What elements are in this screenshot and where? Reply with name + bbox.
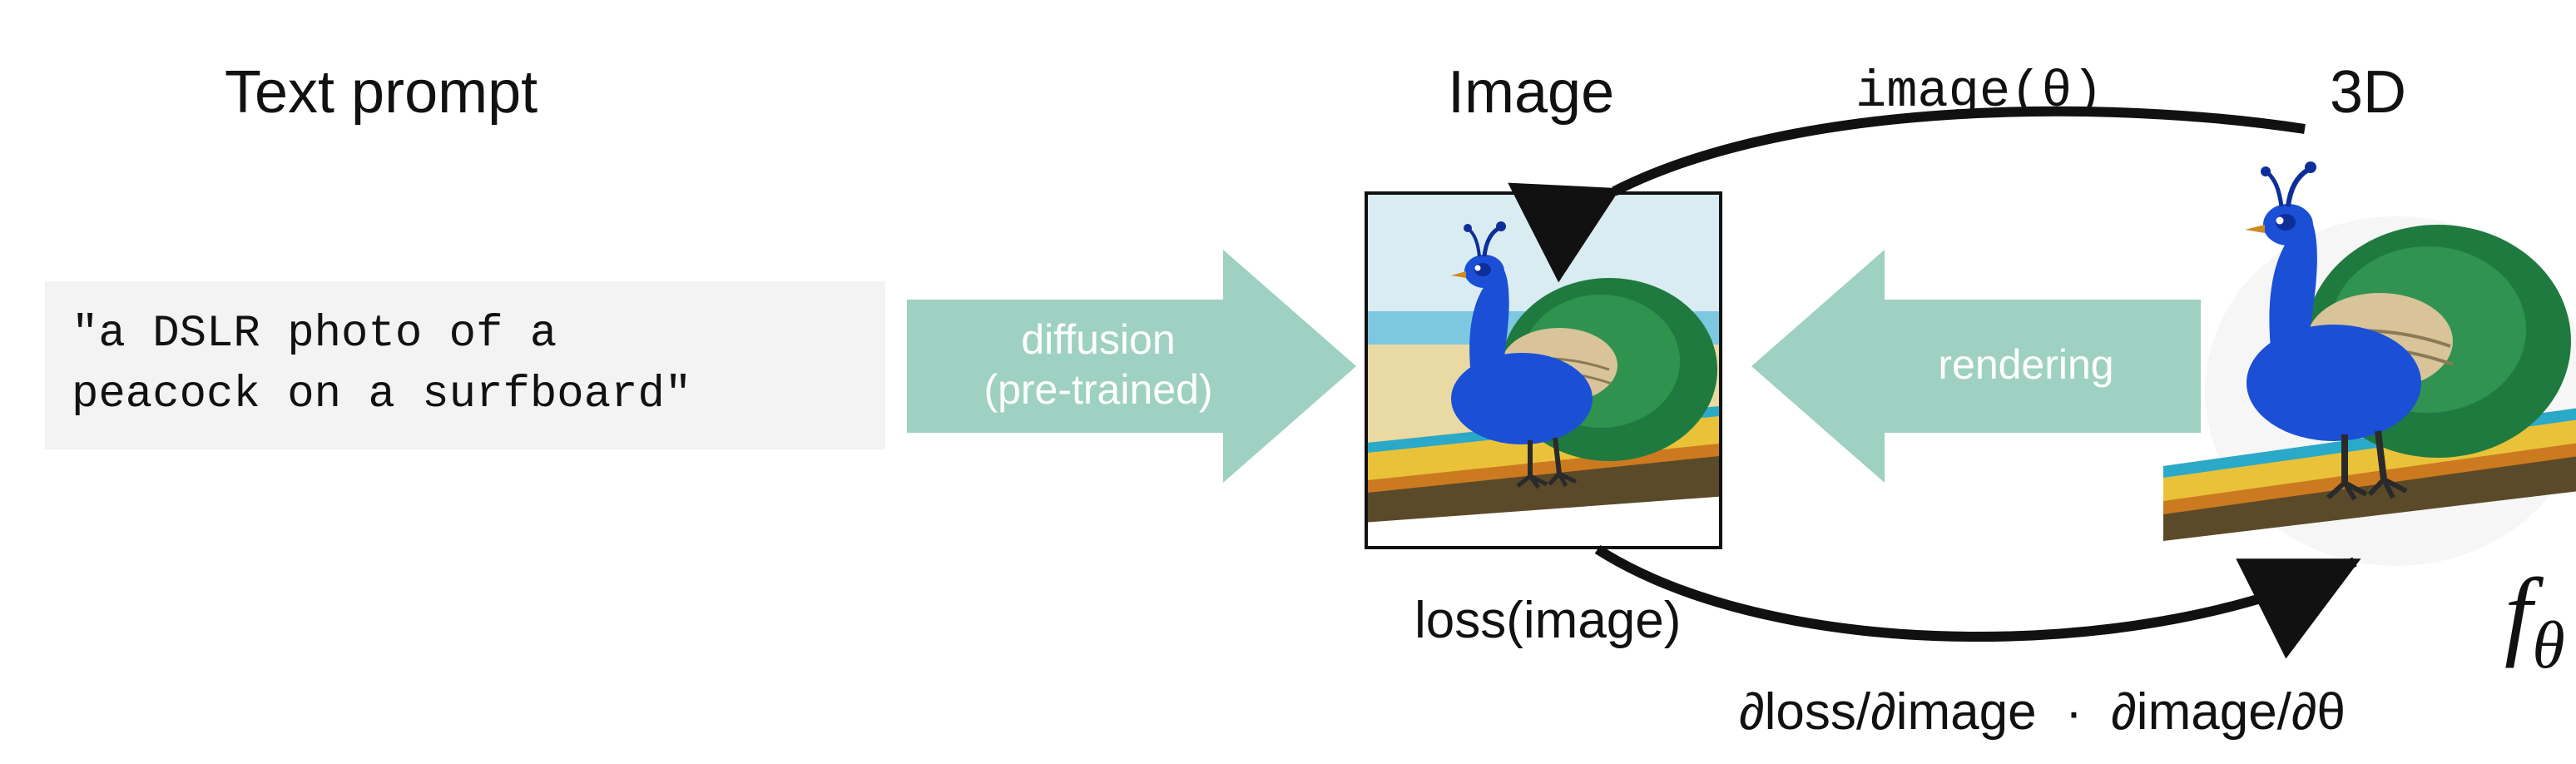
arrow-diffusion-text1: diffusion — [1021, 316, 1175, 363]
prompt-line-2: peacock on a surfboard" — [72, 365, 859, 426]
center-image-svg — [1368, 195, 1719, 546]
label-image-theta: image(θ) — [1855, 62, 2103, 122]
label-text-prompt: Text prompt — [225, 58, 537, 127]
label-chain-rule: ∂loss/∂image · ∂image/∂θ — [1739, 682, 2346, 742]
arrow-rendering-text: rendering — [1938, 341, 2113, 388]
center-image — [1365, 191, 1722, 549]
label-f-theta: fθ — [2455, 441, 2565, 684]
arrow-rendering: rendering — [1751, 250, 2201, 483]
prompt-line-1: "a DSLR photo of a — [72, 305, 859, 365]
f-theta-f: f — [2504, 558, 2532, 668]
label-loss-image: loss(image) — [1414, 591, 1681, 650]
f-theta-sub: θ — [2532, 609, 2564, 682]
arrow-diffusion-text2: (pre-trained) — [983, 366, 1212, 413]
text-prompt-box: "a DSLR photo of a peacock on a surfboar… — [45, 281, 885, 449]
arrow-diffusion: diffusion (pre-trained) — [907, 250, 1356, 483]
